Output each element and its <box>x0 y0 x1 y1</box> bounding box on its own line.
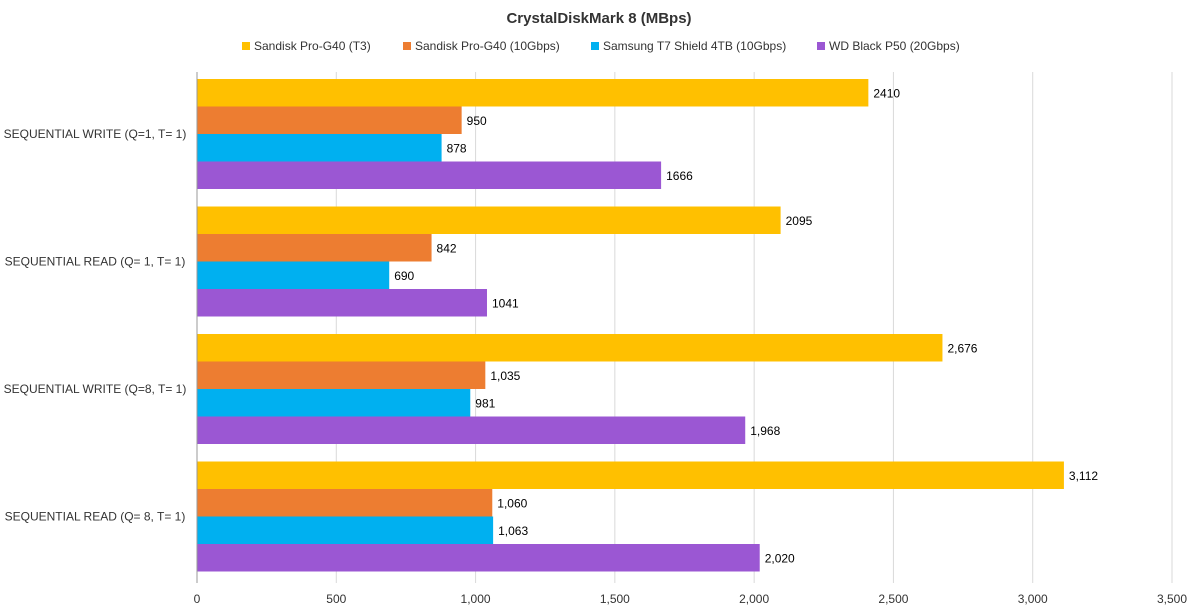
bar <box>197 79 869 107</box>
chart-title: CrystalDiskMark 8 (MBps) <box>506 10 691 27</box>
bar-value-label: 2095 <box>786 214 813 228</box>
category-label: SEQUENTIAL READ (Q= 8, T= 1) <box>5 510 186 524</box>
legend-label: Sandisk Pro-G40 (10Gbps) <box>415 39 560 53</box>
bar-value-label: 2,676 <box>947 341 977 355</box>
bar-value-label: 950 <box>467 114 487 128</box>
bar <box>197 489 493 517</box>
legend-swatch <box>817 42 825 50</box>
bar <box>197 361 486 389</box>
bar <box>197 106 462 134</box>
bar-value-label: 1041 <box>492 296 519 310</box>
legend-swatch <box>403 42 411 50</box>
bar <box>197 289 487 317</box>
category-labels: SEQUENTIAL WRITE (Q=1, T= 1) SEQUENTIAL R… <box>4 127 187 524</box>
bar-value-label: 2410 <box>873 86 900 100</box>
x-tick-label: 2,000 <box>739 592 769 606</box>
bar-value-label: 690 <box>394 269 414 283</box>
x-tick-label: 500 <box>326 592 346 606</box>
legend-swatch <box>242 42 250 50</box>
category-label: SEQUENTIAL WRITE (Q=8, T= 1) <box>4 382 187 396</box>
bar <box>197 234 432 262</box>
bar <box>197 416 746 444</box>
x-tick-label: 1,500 <box>600 592 630 606</box>
bar-value-label: 1666 <box>666 169 693 183</box>
gridlines <box>335 72 1173 583</box>
bar <box>197 516 494 544</box>
bar-value-label: 1,035 <box>490 369 520 383</box>
bar <box>197 261 390 289</box>
x-tick-label: 2,500 <box>878 592 908 606</box>
bar-value-label: 842 <box>437 241 457 255</box>
bar <box>197 161 662 189</box>
bar-value-label: 1,968 <box>750 424 780 438</box>
bar-value-label: 1,060 <box>497 496 527 510</box>
legend: Sandisk Pro-G40 (T3) Sandisk Pro-G40 (10G… <box>242 39 960 53</box>
x-tick-label: 0 <box>194 592 201 606</box>
bars <box>197 79 1064 572</box>
bar <box>197 134 442 162</box>
bar-value-label: 878 <box>447 141 467 155</box>
bar-value-label: 3,112 <box>1069 469 1098 483</box>
bar <box>197 461 1064 489</box>
bar-value-label: 1,063 <box>498 524 528 538</box>
x-tick-label: 1,000 <box>461 592 491 606</box>
category-label: SEQUENTIAL READ (Q= 1, T= 1) <box>5 255 186 269</box>
bar-value-label: 981 <box>475 396 495 410</box>
bar <box>197 334 943 362</box>
legend-label: Samsung T7 Shield 4TB (10Gbps) <box>603 39 786 53</box>
bar <box>197 389 471 417</box>
legend-label: WD Black P50 (20Gbps) <box>829 39 960 53</box>
x-tick-label: 3,000 <box>1018 592 1048 606</box>
bar <box>197 206 781 234</box>
x-tick-label: 3,500 <box>1157 592 1187 606</box>
bar-value-label: 2,020 <box>765 551 795 565</box>
bar <box>197 544 760 572</box>
legend-label: Sandisk Pro-G40 (T3) <box>254 39 371 53</box>
legend-swatch <box>591 42 599 50</box>
category-label: SEQUENTIAL WRITE (Q=1, T= 1) <box>4 127 187 141</box>
x-tick-labels: 0 500 1,000 1,500 2,000 2,500 3,000 3,500 <box>194 592 1188 606</box>
